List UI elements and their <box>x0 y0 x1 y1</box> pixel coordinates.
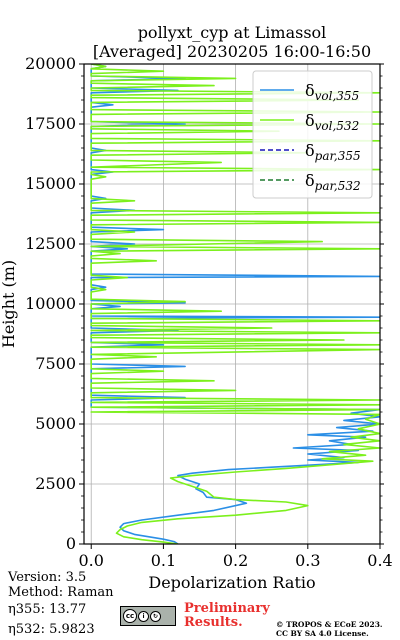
legend-box <box>252 70 373 199</box>
series-line-0 <box>90 64 380 544</box>
copyright-line-2: CC BY SA 4.0 License. <box>276 629 369 638</box>
version-text: Version: 3.5 <box>8 570 87 585</box>
y-tick-label: 20000 <box>25 54 76 73</box>
y-tick-label: 15000 <box>25 174 76 193</box>
x-tick-label: 0.2 <box>223 551 248 570</box>
preliminary-line-2: Results. <box>184 615 243 630</box>
legend-label-1: δvol,532 <box>305 111 359 133</box>
y-tick-label: 5000 <box>35 414 76 433</box>
chart-title-line-1: pollyxt_cyp at Limassol <box>137 23 327 42</box>
legend-label-2: δpar,355 <box>305 141 361 163</box>
y-tick-label: 12500 <box>25 234 76 253</box>
eta532-text: η532: 5.9823 <box>8 622 95 637</box>
y-tick-label: 2500 <box>35 474 76 493</box>
legend-label-0: δvol,355 <box>305 81 359 103</box>
method-text: Method: Raman <box>8 585 114 600</box>
sa-icon: ↻ <box>150 610 161 622</box>
legend: δvol,355 δvol,532 δpar,355 δpar,532 <box>252 70 373 199</box>
x-tick-label: 0.4 <box>367 551 392 570</box>
eta355-text: η355: 13.77 <box>8 602 87 617</box>
legend-label-3: δpar,532 <box>305 171 361 193</box>
chart-title-line-2: [Averaged] 20230205 16:00-16:50 <box>92 42 372 61</box>
series-line-1 <box>90 64 380 544</box>
x-axis-label: Depolarization Ratio <box>148 573 315 592</box>
y-tick-label: 7500 <box>35 354 76 373</box>
preliminary-line-1: Preliminary <box>184 601 270 616</box>
by-icon: i <box>138 610 149 622</box>
x-tick-label: 0.0 <box>78 551 103 570</box>
x-tick-label: 0.1 <box>151 551 176 570</box>
preliminary-notice: Preliminary Results. <box>184 602 270 630</box>
cc-license-badge: cc i ↻ <box>120 606 176 626</box>
y-tick-label: 17500 <box>25 114 76 133</box>
x-tick-label: 0.3 <box>295 551 320 570</box>
axis-ticks: 0.0 0.1 0.2 0.3 0.4 0 2500 5000 7500 10000 12500 15… <box>25 54 393 570</box>
copyright-notice: © TROPOS & ECoE 2023. CC BY SA 4.0 Licen… <box>276 620 383 638</box>
y-tick-label: 0 <box>66 534 76 553</box>
copyright-line-1: © TROPOS & ECoE 2023. <box>276 620 383 629</box>
y-tick-label: 10000 <box>25 294 76 313</box>
cc-icon: cc <box>123 609 137 623</box>
y-axis-label: Height (m) <box>0 260 18 348</box>
series-lines <box>90 64 380 544</box>
